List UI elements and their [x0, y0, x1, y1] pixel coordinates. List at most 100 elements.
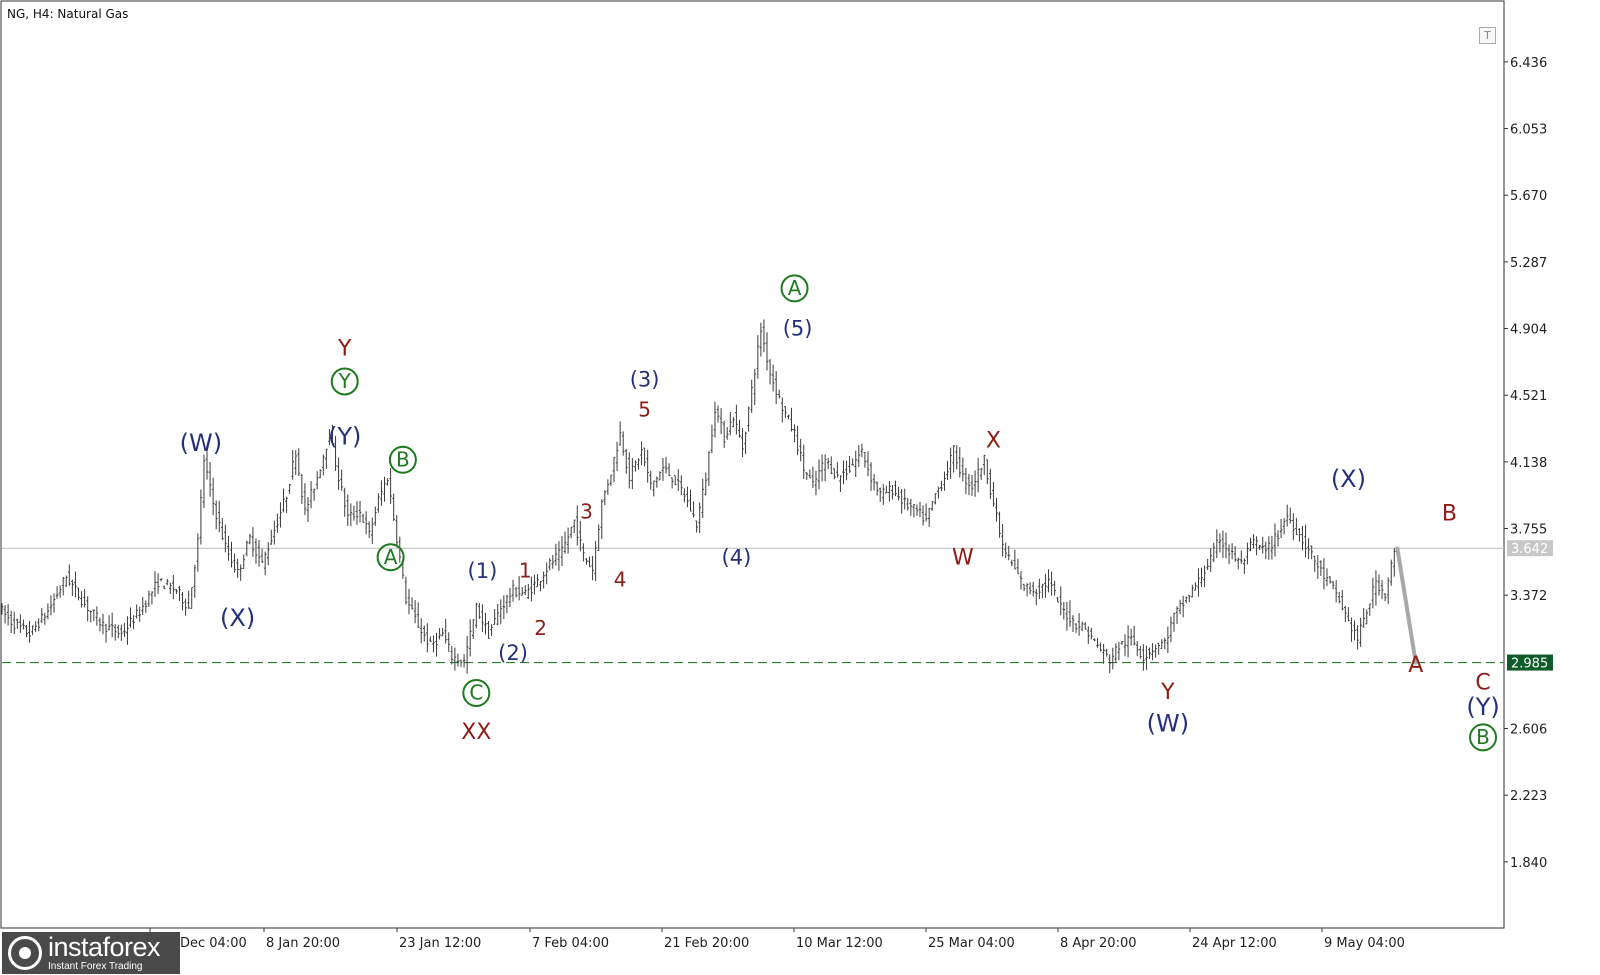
ohlc-bar: [367, 521, 371, 539]
ohlc-bar: [1151, 643, 1154, 661]
wave-label-text: W: [952, 545, 974, 570]
plot-frame: [0, 0, 1505, 929]
ohlc-bar: [967, 473, 971, 496]
ohlc-bar: [16, 618, 19, 629]
ohlc-bar: [1328, 576, 1332, 584]
ohlc-bar: [303, 483, 307, 516]
ohlc-bar: [1325, 568, 1329, 587]
ohlc-bar: [1041, 583, 1044, 599]
ohlc-bar: [46, 603, 50, 620]
ohlc-bar: [527, 584, 530, 600]
ohlc-bar: [597, 524, 600, 552]
ohlc-bar: [144, 600, 148, 613]
ohlc-bar: [74, 571, 77, 598]
ohlc-bar: [817, 459, 821, 490]
ohlc-bar: [1114, 643, 1118, 663]
ohlc-bar: [869, 462, 873, 491]
ohlc-bar: [1038, 578, 1041, 600]
ohlc-bar: [940, 480, 943, 492]
ohlc-bar: [897, 487, 900, 501]
ohlc-bar: [579, 520, 582, 552]
ohlc-bar: [337, 457, 340, 490]
ohlc-bar: [1148, 647, 1151, 659]
ohlc-bar: [710, 424, 714, 454]
ohlc-bar: [875, 481, 879, 496]
ohlc-bar: [68, 564, 71, 586]
ohlc-bar: [1169, 616, 1173, 643]
ohlc-bar: [615, 441, 619, 472]
ohlc-bar: [343, 487, 347, 517]
ohlc-bar: [110, 612, 114, 638]
wave-label: (2): [498, 641, 528, 665]
ohlc-bar: [456, 653, 460, 667]
ohlc-bar: [1340, 589, 1344, 611]
ohlc-bar: [3, 605, 7, 624]
ohlc-bar: [398, 536, 402, 563]
ohlc-bar: [1295, 517, 1298, 536]
ohlc-bar: [891, 485, 894, 500]
ohlc-bar: [725, 426, 729, 440]
price-axis: 6.436 6.053 5.670 5.287 4.904 4.521 4.138 3.755…: [1504, 56, 1553, 871]
y-tick-label: 5.670: [1510, 189, 1547, 204]
wave-label-text: Y: [338, 369, 352, 393]
ohlc-bar: [927, 507, 931, 527]
wave-label: B: [388, 445, 417, 474]
wave-label-text: (4): [722, 545, 752, 569]
ohlc-bar: [12, 611, 16, 635]
ohlc-bar: [631, 458, 634, 490]
ohlc-bar: [649, 470, 653, 490]
ohlc-bar: [383, 476, 386, 502]
wave-label-text: (3): [630, 368, 660, 392]
ohlc-bar: [1249, 537, 1252, 552]
ohlc-bar: [352, 505, 356, 521]
ohlc-bar: [808, 469, 812, 479]
ohlc-bar: [1074, 623, 1078, 634]
ohlc-bar: [150, 591, 154, 605]
ohlc-bar: [860, 443, 864, 458]
ohlc-bar: [646, 449, 649, 483]
wave-label: (X): [220, 604, 255, 632]
ohlc-bar: [787, 414, 790, 420]
ohlc-bar: [1093, 638, 1096, 642]
ohlc-bar: [325, 448, 328, 469]
ohlc-bar: [1197, 568, 1200, 597]
wave-label-text: B: [1476, 725, 1490, 749]
ohlc-bar: [1331, 581, 1335, 590]
ohlc-bar: [300, 474, 304, 505]
y-tick-label: 1.840: [1510, 856, 1547, 871]
ohlc-bar: [40, 608, 44, 624]
ohlc-bar: [1288, 507, 1292, 524]
ohlc-bar: [1203, 565, 1206, 588]
ohlc-bar: [707, 451, 711, 486]
ohlc-bar: [95, 606, 99, 626]
ohlc-bar: [404, 576, 408, 605]
ohlc-bar: [1267, 536, 1271, 560]
ohlc-bar: [266, 542, 270, 566]
chart-tool-button[interactable]: T: [1479, 27, 1496, 44]
ohlc-bar: [1047, 569, 1050, 593]
ohlc-bar: [126, 616, 129, 645]
ohlc-bar: [1313, 555, 1317, 572]
ohlc-bar: [1080, 621, 1084, 632]
ohlc-bar: [839, 475, 842, 492]
ohlc-bar: [1273, 523, 1277, 557]
ohlc-bar: [165, 578, 169, 586]
ohlc-bar: [1175, 606, 1179, 624]
current-price-box-text: 3.642: [1511, 542, 1548, 557]
ohlc-bar: [1304, 524, 1307, 558]
ohlc-bar: [1044, 573, 1047, 598]
wave-label-text: 1: [519, 559, 532, 583]
ohlc-bar: [820, 454, 824, 482]
ohlc-bar: [992, 481, 995, 507]
ohlc-bar: [1279, 518, 1283, 539]
wave-label-text: (X): [1331, 465, 1366, 493]
ohlc-bar: [799, 438, 802, 462]
ohlc-bar: [735, 404, 738, 435]
ohlc-bar: [1285, 504, 1289, 527]
y-tick-label: 6.053: [1510, 123, 1547, 138]
ohlc-bar: [881, 484, 885, 505]
ohlc-bar: [1255, 536, 1258, 556]
ohlc-bar: [796, 425, 799, 456]
ohlc-bar: [162, 585, 166, 590]
ohlc-bar: [429, 636, 432, 642]
